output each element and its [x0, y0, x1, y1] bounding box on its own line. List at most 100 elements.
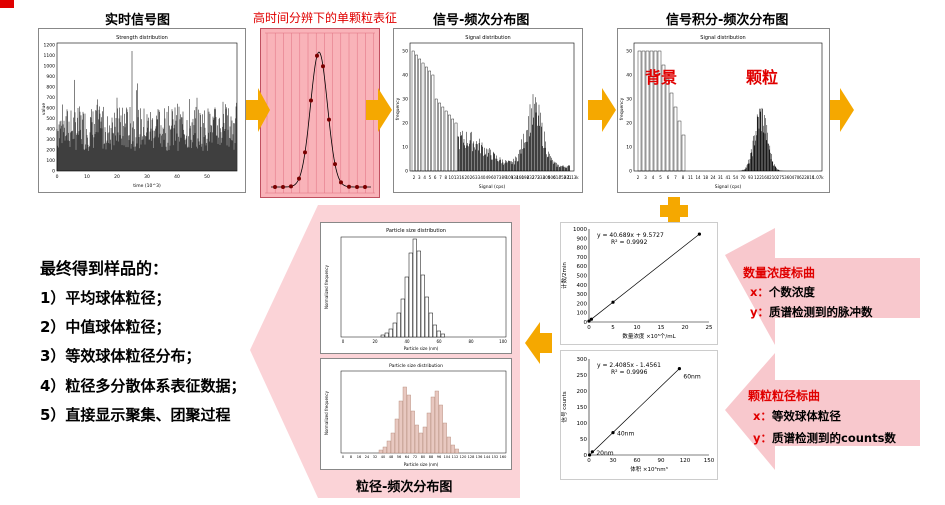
cal-point-label: 60nm — [683, 374, 700, 381]
number-cal-y-text: 质谱检测到的脉冲数 — [769, 305, 873, 319]
psd-top-xtick: 60 — [436, 339, 442, 344]
freq-xtick: 134 — [511, 175, 519, 180]
background-label: 背景 — [645, 68, 678, 87]
single-particle-chart — [265, 32, 375, 194]
single-particle-point — [321, 64, 325, 69]
psd-top-bar — [412, 238, 417, 338]
integral-title: 信号积分-频次分布图 — [666, 13, 789, 28]
single-particle-point — [347, 184, 351, 189]
psd-top-xtick: 80 — [468, 339, 474, 344]
summary-item-3: 3）等效球体粒径分布； — [40, 347, 201, 365]
cal-xtick: 120 — [680, 458, 691, 464]
freq-xtick: 13 — [454, 175, 460, 180]
cal-ytick: 600 — [577, 264, 588, 270]
size-cal-x: x：等效球体粒径 — [753, 408, 841, 424]
cal-xtick: 20 — [682, 325, 689, 331]
size-cal-y-text: 质谱检测到的counts数 — [772, 431, 896, 445]
single-particle-curve — [271, 51, 371, 188]
integral-ytick: 10 — [626, 145, 632, 151]
cal-point — [590, 450, 594, 454]
integral-xtick: 24 — [710, 175, 716, 180]
cal-ytick: 1000 — [573, 227, 587, 233]
cal-fit-line — [588, 233, 700, 322]
freq-xtick: 408 — [543, 175, 551, 180]
psd-bottom-xtick: 48 — [389, 455, 393, 459]
psd-top-bar — [392, 322, 397, 338]
cal-ytick: 200 — [577, 301, 588, 307]
psd-bottom-title: Particle size distribution — [389, 363, 443, 369]
freq-xtick: 5 — [429, 175, 432, 180]
realtime-ylabel: value — [41, 103, 47, 116]
psd-bottom-xtick: 128 — [468, 455, 475, 459]
psd-bottom-xtick: 112 — [452, 455, 459, 459]
number-calibration-chart: 0 100 200 300 400 500 600 700 800 900 1000 0 5 10 15 20… — [560, 227, 713, 340]
realtime-panel: Strength distribution 0 100 200 300 400 500 60… — [38, 28, 246, 193]
single-particle-point — [273, 184, 277, 189]
psd-bottom-bars — [378, 386, 459, 454]
psd-top-bar — [428, 312, 433, 338]
freq-xtick: 60 — [491, 175, 497, 180]
freq-xtick: 333 — [537, 175, 545, 180]
psd-bottom-bar — [394, 418, 399, 454]
single-particle-point — [297, 176, 301, 181]
single-particle-point — [363, 184, 367, 189]
cal-xtick: 30 — [610, 458, 617, 464]
cal-fit-line — [589, 368, 680, 456]
realtime-title: 实时信号图 — [105, 13, 171, 28]
cal-ytick: 0 — [584, 453, 588, 459]
freq-xtick: 8 — [445, 175, 448, 180]
cal-point-label: 40nm — [617, 431, 634, 438]
psd-bottom-xtick: 96 — [437, 455, 441, 459]
cal-ytick: 700 — [577, 255, 588, 261]
cal-point — [587, 319, 591, 323]
freq-bar — [421, 62, 425, 172]
freq-ytick: 50 — [402, 49, 408, 55]
psd-bottom-bar — [426, 412, 431, 454]
integral-xtick: 93 — [748, 175, 754, 180]
realtime-ytick: 200 — [46, 148, 55, 154]
cal-point — [587, 453, 592, 457]
psd-top-bar — [436, 330, 441, 338]
psd-top-xtick: 0 — [342, 339, 345, 344]
integral-bar — [677, 120, 682, 172]
freq-xlabel: Signal (cps) — [479, 184, 506, 190]
integral-bar — [641, 50, 646, 172]
freq-xtick: 500 — [548, 175, 556, 180]
cal-ytick: 400 — [577, 283, 588, 289]
realtime-ytick: 1000 — [44, 64, 56, 70]
cal-equation: y = 40.689x + 9.5727 — [597, 232, 664, 239]
integral-xtick: 2 — [637, 175, 640, 180]
cal-xtick: 15 — [658, 325, 665, 331]
freq-ylabel: frequency — [395, 97, 401, 120]
realtime-ytick: 800 — [46, 85, 55, 91]
freq-xtick: 1.13k — [567, 175, 579, 180]
psd-bottom-xtick: 56 — [397, 455, 401, 459]
particle-label: 颗粒 — [746, 68, 779, 87]
freq-title: 信号-频次分布图 — [433, 13, 530, 28]
psd-bottom-xtick: 24 — [365, 455, 370, 459]
cal-ytick: 900 — [577, 236, 588, 242]
psd-bottom-bar — [390, 432, 395, 454]
realtime-ytick: 700 — [46, 95, 55, 101]
psd-bottom-bar — [402, 386, 407, 454]
freq-bar — [418, 58, 422, 172]
realtime-ytick: 0 — [52, 169, 55, 175]
integral-xtick: 14 — [695, 175, 701, 180]
psd-top-xtick: 100 — [499, 339, 507, 344]
size-calibration-chart: 0 50 100 150 200 250 300 0 30 60 90 120 150 20nm 40nm 6… — [560, 357, 715, 473]
psd-bottom-bar — [434, 390, 439, 454]
freq-xtick: 7 — [439, 175, 442, 180]
cal-xtick: 0 — [587, 325, 591, 331]
single-particle-points — [273, 53, 367, 189]
psd-bottom-panel: Particle size distribution 0 8 16 24 32 40 48 5… — [320, 358, 512, 470]
psd-top-bar — [384, 332, 389, 338]
size-cal-y-label: y： — [753, 431, 772, 445]
realtime-ytick: 600 — [46, 106, 55, 112]
psd-bottom-xtick: 120 — [460, 455, 467, 459]
realtime-signal-bars — [56, 51, 237, 171]
freq-ytick: 10 — [402, 145, 408, 151]
psd-bottom-bar — [410, 410, 415, 454]
psd-bottom-bar — [386, 440, 391, 454]
integral-bar — [661, 64, 666, 172]
